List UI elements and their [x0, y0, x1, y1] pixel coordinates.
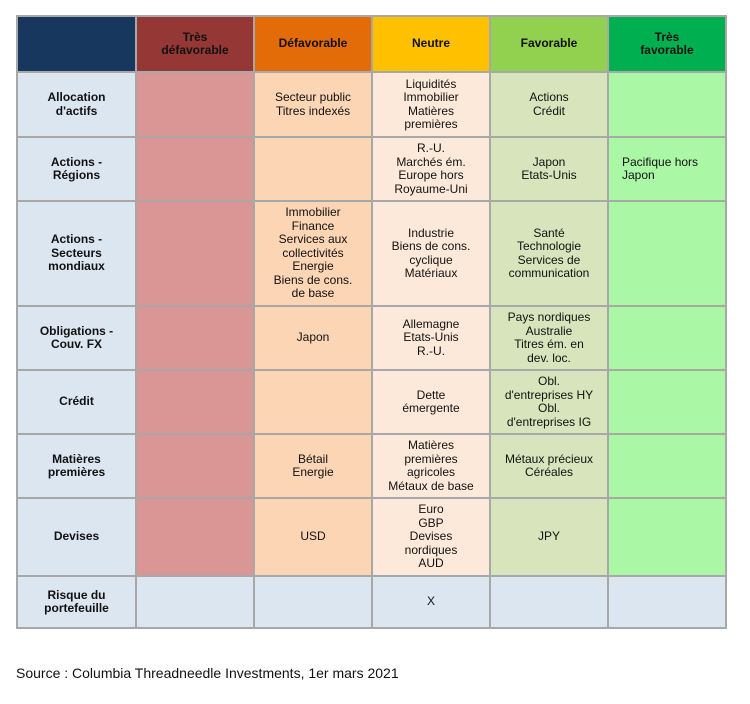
cell-tres-favorable: [607, 200, 727, 307]
cell-tres-defavorable: [135, 575, 255, 629]
cell-defavorable: Secteur public Titres indexés: [253, 71, 373, 138]
row-allocation-actifs: Allocation d'actifs Secteur public Titre…: [16, 71, 727, 138]
cell-favorable: Santé Technologie Services de communicat…: [489, 200, 609, 307]
cell-tres-favorable: Pacifique hors Japon: [607, 136, 727, 202]
cell-favorable: Actions Crédit: [489, 71, 609, 138]
cell-tres-defavorable: [135, 433, 255, 499]
cell-defavorable: Bétail Energie: [253, 433, 373, 499]
row-actions-regions: Actions - Régions R.-U. Marchés ém. Euro…: [16, 136, 727, 202]
cell-favorable: [489, 575, 609, 629]
cell-neutre: Allemagne Etats-Unis R.-U.: [371, 305, 491, 371]
cell-neutre: Euro GBP Devises nordiques AUD: [371, 497, 491, 577]
cell-neutre: Industrie Biens de cons. cyclique Matéri…: [371, 200, 491, 307]
row-devises: Devises USD Euro GBP Devises nordiques A…: [16, 497, 727, 577]
cell-favorable: Métaux précieux Céréales: [489, 433, 609, 499]
row-risque-portefeuille: Risque du portefeuille X: [16, 575, 727, 629]
cell-tres-favorable: [607, 369, 727, 435]
cell-favorable: Obl. d'entreprises HY Obl. d'entreprises…: [489, 369, 609, 435]
cell-tres-favorable: [607, 575, 727, 629]
cell-favorable: JPY: [489, 497, 609, 577]
header-row: Très défavorable Défavorable Neutre Favo…: [16, 15, 727, 73]
row-label: Obligations - Couv. FX: [16, 305, 137, 371]
cell-tres-favorable: [607, 433, 727, 499]
row-label: Matières premières: [16, 433, 137, 499]
cell-neutre: X: [371, 575, 491, 629]
cell-defavorable: [253, 369, 373, 435]
row-credit: Crédit Dette émergente Obl. d'entreprise…: [16, 369, 727, 435]
cell-neutre: Liquidités Immobilier Matières premières: [371, 71, 491, 138]
cell-tres-defavorable: [135, 71, 255, 138]
row-label: Allocation d'actifs: [16, 71, 137, 138]
allocation-table: Très défavorable Défavorable Neutre Favo…: [16, 15, 727, 629]
cell-favorable: Japon Etats-Unis: [489, 136, 609, 202]
cell-defavorable: Japon: [253, 305, 373, 371]
row-obligations: Obligations - Couv. FX Japon Allemagne E…: [16, 305, 727, 371]
header-corner: [16, 15, 137, 73]
cell-tres-defavorable: [135, 497, 255, 577]
cell-tres-defavorable: [135, 305, 255, 371]
cell-tres-favorable: [607, 305, 727, 371]
header-neutre: Neutre: [371, 15, 491, 73]
cell-neutre: R.-U. Marchés ém. Europe hors Royaume-Un…: [371, 136, 491, 202]
cell-favorable: Pays nordiques Australie Titres ém. en d…: [489, 305, 609, 371]
header-tres-defavorable: Très défavorable: [135, 15, 255, 73]
cell-neutre: Dette émergente: [371, 369, 491, 435]
source-note: Source : Columbia Threadneedle Investmen…: [16, 665, 399, 681]
cell-tres-favorable: [607, 497, 727, 577]
cell-defavorable: [253, 136, 373, 202]
cell-tres-defavorable: [135, 136, 255, 202]
header-defavorable: Défavorable: [253, 15, 373, 73]
cell-tres-defavorable: [135, 369, 255, 435]
cell-defavorable: [253, 575, 373, 629]
row-actions-secteurs: Actions - Secteurs mondiaux Immobilier F…: [16, 200, 727, 307]
cell-tres-defavorable: [135, 200, 255, 307]
row-label: Devises: [16, 497, 137, 577]
header-tres-favorable: Très favorable: [607, 15, 727, 73]
cell-tres-favorable: [607, 71, 727, 138]
cell-defavorable: Immobilier Finance Services aux collecti…: [253, 200, 373, 307]
row-label: Crédit: [16, 369, 137, 435]
row-matieres-premieres: Matières premières Bétail Energie Matièr…: [16, 433, 727, 499]
header-favorable: Favorable: [489, 15, 609, 73]
cell-neutre: Matières premières agricoles Métaux de b…: [371, 433, 491, 499]
row-label: Actions - Régions: [16, 136, 137, 202]
row-label: Actions - Secteurs mondiaux: [16, 200, 137, 307]
row-label: Risque du portefeuille: [16, 575, 137, 629]
cell-defavorable: USD: [253, 497, 373, 577]
